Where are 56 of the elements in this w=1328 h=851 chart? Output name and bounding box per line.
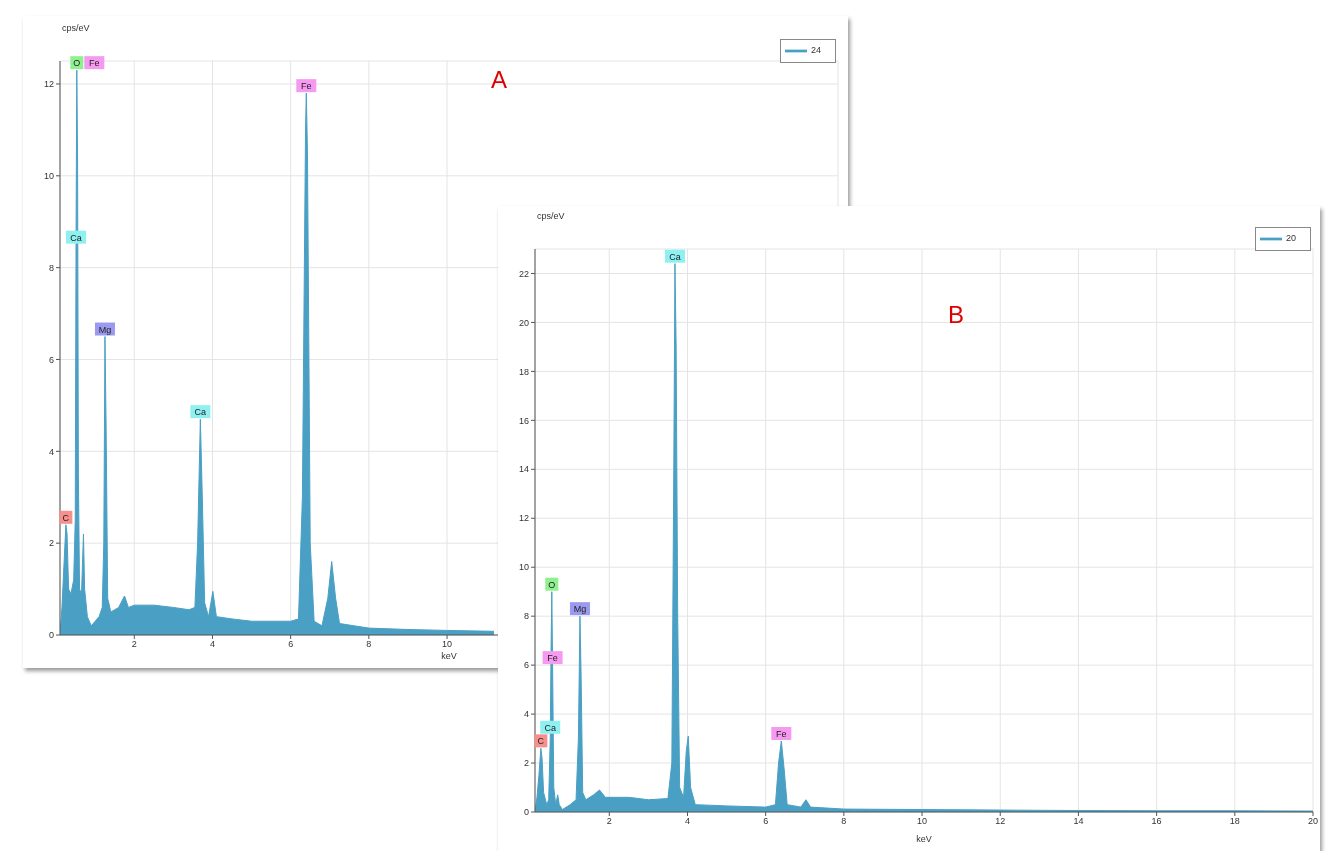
annotation: Ca bbox=[669, 251, 681, 262]
x-tick-label: 6 bbox=[288, 639, 294, 650]
x-tick-label: 14 bbox=[1073, 816, 1084, 827]
x-tick-label: 2 bbox=[131, 639, 137, 650]
y-tick-label: 0 bbox=[523, 807, 529, 818]
y-tick-label: 10 bbox=[518, 562, 529, 573]
annotation: C bbox=[537, 736, 545, 747]
y-tick-label: 8 bbox=[523, 611, 529, 622]
y-axis-title: cps/eV bbox=[62, 23, 90, 33]
y-axis-title: cps/eV bbox=[537, 211, 565, 221]
y-tick-label: 2 bbox=[48, 538, 54, 549]
y-tick-label: 0 bbox=[48, 630, 54, 641]
annotation: Mg bbox=[98, 324, 112, 335]
y-tick-label: 22 bbox=[518, 268, 529, 279]
x-tick-label: 8 bbox=[366, 639, 372, 650]
annotation: O bbox=[548, 579, 556, 590]
x-tick-label: 4 bbox=[209, 639, 215, 650]
y-tick-label: 18 bbox=[518, 366, 529, 377]
annotation: Mg bbox=[573, 604, 587, 615]
x-tick-label: 10 bbox=[442, 639, 453, 650]
x-tick-label: 20 bbox=[1307, 816, 1319, 827]
y-tick-label: 20 bbox=[518, 317, 529, 328]
y-tick-label: 8 bbox=[48, 262, 54, 273]
y-tick-label: 10 bbox=[43, 171, 54, 181]
text: B bbox=[948, 301, 965, 329]
legend-label: 20 bbox=[1285, 233, 1296, 244]
x-axis-title: keV bbox=[915, 834, 933, 844]
legend-label: 24 bbox=[810, 45, 821, 56]
annotation: O bbox=[73, 58, 81, 69]
x-tick-label: 8 bbox=[841, 816, 847, 827]
x-tick-label: 2 bbox=[606, 816, 612, 827]
annotation: Fe bbox=[89, 58, 100, 69]
y-tick-label: 6 bbox=[523, 660, 529, 671]
annotation: C bbox=[62, 512, 70, 523]
y-tick-label: 2 bbox=[523, 758, 529, 769]
x-tick-label: 4 bbox=[684, 816, 690, 827]
y-tick-label: 16 bbox=[518, 415, 529, 426]
y-tick-label: 12 bbox=[518, 513, 529, 524]
x-tick-label: 12 bbox=[995, 816, 1006, 827]
y-tick-label: 4 bbox=[523, 709, 529, 720]
annotation: Fe bbox=[547, 653, 558, 664]
x-tick-label: 16 bbox=[1151, 816, 1162, 827]
y-tick-label: 6 bbox=[48, 354, 54, 365]
y-tick-label: 14 bbox=[518, 464, 529, 475]
chart-title: A bbox=[491, 66, 508, 94]
y-tick-label: 4 bbox=[48, 446, 54, 457]
x-tick-label: 10 bbox=[917, 816, 928, 827]
annotation: Ca bbox=[70, 232, 82, 243]
x-axis-title: keV bbox=[441, 651, 457, 661]
annotation: Ca bbox=[194, 407, 207, 418]
x-tick-label: 6 bbox=[763, 816, 769, 827]
annotation: Ca bbox=[544, 722, 557, 733]
x-tick-label: 18 bbox=[1229, 816, 1240, 827]
y-tick-label: 12 bbox=[43, 79, 54, 90]
annotation: Fe bbox=[776, 729, 787, 740]
annotation: Fe bbox=[301, 81, 312, 92]
